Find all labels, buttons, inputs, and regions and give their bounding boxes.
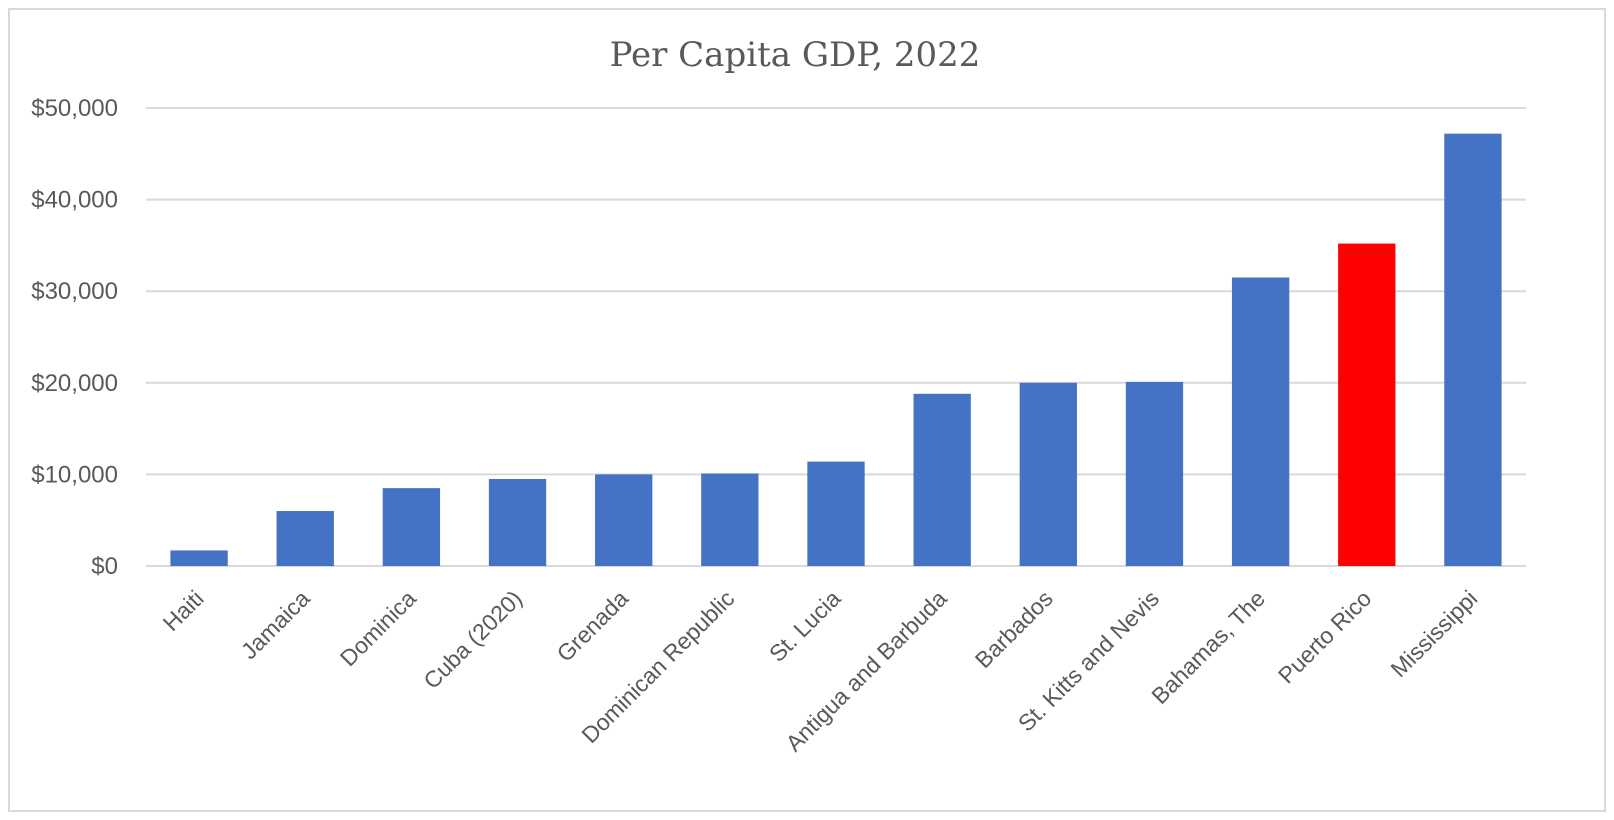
x-tick-label: St. Lucia <box>764 585 846 667</box>
bar <box>382 488 441 566</box>
bar <box>488 478 547 566</box>
bar <box>701 473 759 566</box>
x-tick-label: Jamaica <box>236 585 315 664</box>
bar <box>913 393 971 566</box>
x-tick-label: Bahamas, The <box>1146 585 1270 709</box>
x-tick-label: Puerto Rico <box>1273 585 1376 688</box>
x-tick-label: Grenada <box>552 585 634 667</box>
y-tick-label: $30,000 <box>31 278 118 305</box>
x-tick-label: Mississippi <box>1385 585 1482 682</box>
bar <box>170 550 228 566</box>
bar <box>1019 382 1077 566</box>
y-tick-label: $40,000 <box>31 187 118 214</box>
y-tick-label: $10,000 <box>31 461 118 488</box>
bar <box>595 474 653 566</box>
x-tick-label: Barbados <box>970 585 1058 673</box>
gridlines <box>146 107 1526 567</box>
bar <box>1338 243 1396 566</box>
x-tick-label: Haiti <box>158 585 209 636</box>
bar <box>1444 133 1502 566</box>
y-tick-label: $0 <box>91 553 118 580</box>
chart-title: Per Capita GDP, 2022 <box>610 35 981 75</box>
bar <box>1125 381 1184 566</box>
y-tick-label: $50,000 <box>31 95 118 122</box>
bar <box>807 461 865 566</box>
y-tick-label: $20,000 <box>31 370 118 397</box>
bar <box>276 511 334 566</box>
x-tick-label: Dominica <box>335 585 421 671</box>
bars <box>170 133 1502 566</box>
x-tick-label: Cuba (2020) <box>418 585 527 694</box>
y-axis-ticks: $0 $10,000 $20,000 $30,000 $40,000 $50,000 <box>31 95 118 580</box>
bar <box>1231 277 1290 566</box>
